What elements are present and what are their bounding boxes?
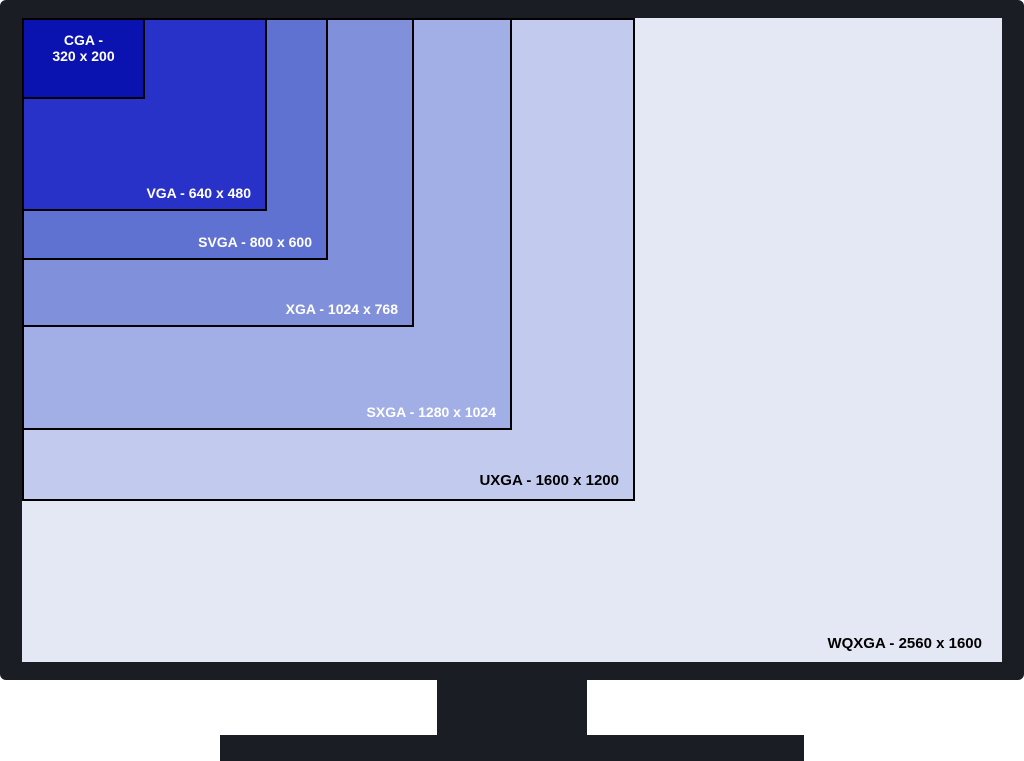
resolution-label-wqxga: WQXGA - 2560 x 1600 [827, 635, 982, 652]
resolution-label-uxga: UXGA - 1600 x 1200 [479, 472, 619, 489]
resolution-box-cga: CGA - 320 x 200 [22, 18, 145, 99]
resolution-label-sxga: SXGA - 1280 x 1024 [367, 404, 496, 420]
monitor-stand-base [220, 735, 804, 761]
screen-area: WQXGA - 2560 x 1600 UXGA - 1600 x 1200 S… [22, 18, 1002, 662]
resolution-label-xga: XGA - 1024 x 768 [286, 301, 398, 317]
resolution-label-vga: VGA - 640 x 480 [146, 185, 251, 201]
monitor-stand-neck [437, 680, 587, 735]
monitor-frame: WQXGA - 2560 x 1600 UXGA - 1600 x 1200 S… [0, 0, 1024, 680]
cga-label-line2: 320 x 200 [52, 48, 114, 64]
resolution-label-cga: CGA - 320 x 200 [24, 32, 143, 64]
cga-label-line1: CGA - [64, 32, 103, 48]
resolution-label-svga: SVGA - 800 x 600 [198, 234, 312, 250]
